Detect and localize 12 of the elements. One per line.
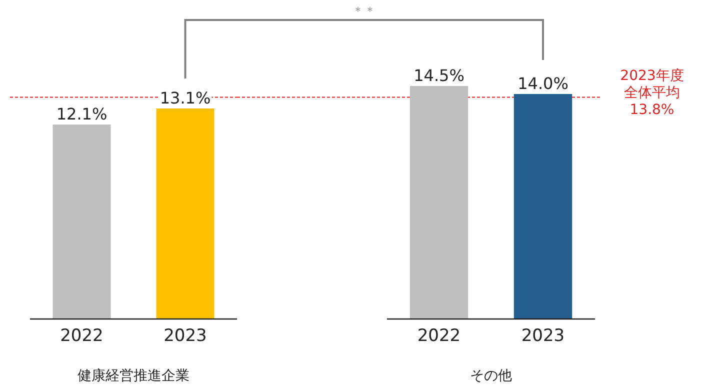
data-label: 14.5% [414, 66, 464, 85]
x-axis-title: その他 [470, 368, 512, 384]
x-tick-label: 2023 [164, 326, 207, 346]
data-label: 12.1% [56, 104, 108, 124]
x-tick-label: 2022 [417, 326, 461, 346]
text: ＊＊ [352, 4, 376, 18]
ref-line-label: 2023年度全体平均13.8% [620, 68, 684, 118]
data-label: 13.1% [160, 88, 211, 108]
x-tick-label: 2022 [60, 326, 104, 346]
x-tick-label: 2023 [521, 326, 565, 346]
x-axis-title: 健康経営推進企業 [78, 368, 190, 384]
data-label: 14.0% [518, 74, 568, 94]
